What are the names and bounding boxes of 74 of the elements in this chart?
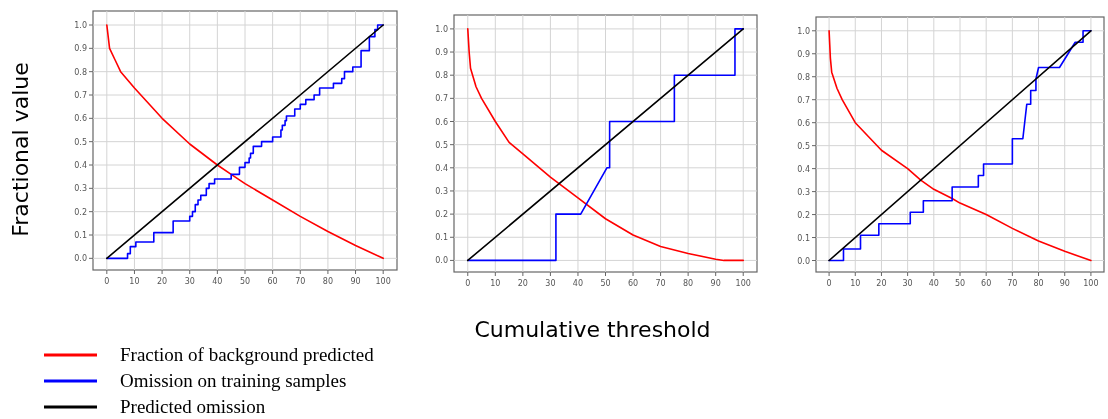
- x-tick-label: 40: [572, 279, 584, 288]
- x-tick-label: 70: [295, 277, 306, 286]
- line-series: [828, 29, 1092, 262]
- y-tick-label: 0.1: [435, 233, 448, 243]
- y-tick-label: 0.2: [74, 207, 87, 217]
- y-tick-label: 0.8: [74, 67, 87, 77]
- x-tick-label: 30: [902, 279, 913, 288]
- x-tick-label: 50: [954, 279, 966, 288]
- x-tick-label: 100: [735, 279, 751, 288]
- legend-label: Predicted omission: [120, 396, 266, 417]
- y-tick-label: 0.3: [435, 186, 448, 196]
- y-tick-label: 0.3: [74, 184, 87, 194]
- y-tick-label: 0.4: [74, 161, 87, 170]
- y-tick-label: 1.0: [797, 26, 810, 36]
- y-tick-label: 1.0: [74, 21, 87, 30]
- y-tick-label: 0.0: [435, 256, 448, 266]
- x-tick-label: 10: [129, 277, 140, 286]
- x-tick-label: 90: [1059, 279, 1070, 288]
- y-tick-label: 0.5: [74, 137, 87, 147]
- x-tick-label: 40: [928, 279, 939, 288]
- x-tick-label: 20: [876, 279, 887, 288]
- x-tick-label: 0: [826, 279, 832, 288]
- y-tick-label: 0.6: [435, 117, 448, 127]
- x-tick-label: 70: [655, 279, 666, 288]
- y-tick-label: 0.9: [74, 44, 87, 54]
- y-tick-label: 0.7: [797, 95, 810, 105]
- x-tick-label: 80: [1033, 279, 1044, 288]
- x-tick-label: 100: [1083, 279, 1099, 288]
- y-tick-label: 0.5: [797, 141, 810, 151]
- x-tick-label: 80: [322, 277, 333, 286]
- y-tick-label: 0.8: [797, 72, 810, 82]
- y-tick-label: 0.2: [435, 210, 448, 220]
- y-tick-label: 0.9: [797, 49, 810, 59]
- y-tick-label: 0.8: [435, 71, 448, 81]
- x-tick-label: 90: [710, 279, 721, 288]
- x-tick-label: 30: [545, 279, 556, 288]
- x-tick-label: 50: [239, 277, 251, 286]
- y-tick-label: 0.6: [74, 114, 87, 124]
- x-tick-label: 70: [1007, 279, 1018, 288]
- y-tick-label: 0.9: [435, 48, 448, 58]
- y-tick-label: 0.3: [797, 187, 810, 197]
- y-tick-label: 0.4: [435, 163, 448, 173]
- y-tick-label: 0.0: [74, 254, 87, 264]
- y-tick-label: 0.2: [797, 210, 810, 220]
- y-tick-label: 0.7: [435, 94, 448, 104]
- legend-label: Fraction of background predicted: [120, 344, 375, 365]
- y-tick-label: 0.7: [74, 91, 87, 100]
- x-tick-label: 0: [104, 277, 110, 286]
- x-tick-label: 40: [212, 277, 223, 286]
- y-tick-label: 0.0: [797, 256, 810, 266]
- line-series: [466, 28, 745, 262]
- x-tick-label: 20: [157, 277, 168, 286]
- x-tick-label: 90: [350, 277, 361, 286]
- x-tick-label: 60: [627, 279, 639, 288]
- x-tick-label: 20: [517, 279, 528, 288]
- x-tick-label: 10: [850, 279, 861, 288]
- x-tick-label: 100: [375, 277, 391, 286]
- x-tick-label: 60: [267, 277, 278, 286]
- x-tick-label: 30: [184, 277, 195, 286]
- x-tick-label: 50: [600, 279, 611, 288]
- line-series: [106, 24, 384, 260]
- y-tick-label: 0.5: [435, 140, 448, 150]
- y-tick-label: 0.4: [797, 164, 810, 174]
- y-tick-label: 0.1: [74, 231, 87, 240]
- y-tick-label: 0.1: [797, 233, 810, 243]
- y-tick-label: 0.6: [797, 118, 810, 128]
- x-tick-label: 60: [981, 279, 992, 288]
- legend-label: Omission on training samples: [120, 370, 347, 391]
- y-tick-label: 1.0: [435, 24, 448, 34]
- x-tick-label: 10: [490, 279, 501, 288]
- x-tick-label: 80: [683, 279, 694, 288]
- x-tick-label: 0: [465, 279, 471, 288]
- x-axis-title: Cumulative threshold: [474, 317, 711, 342]
- y-axis-title: Fractional value: [8, 62, 33, 237]
